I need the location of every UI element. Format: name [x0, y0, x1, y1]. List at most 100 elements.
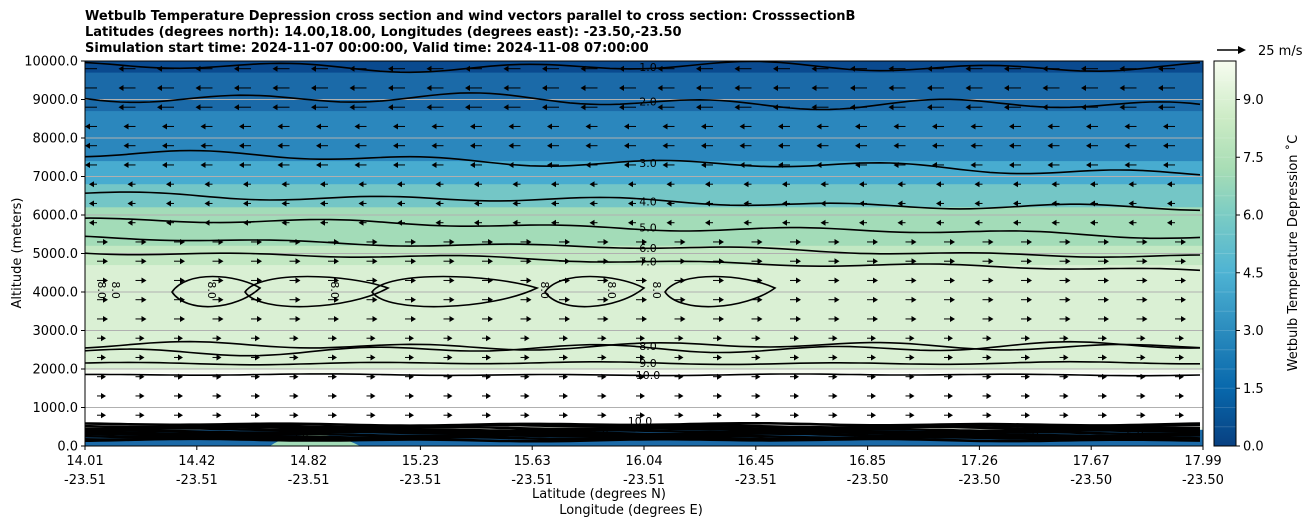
- wind-vector-head: [388, 84, 393, 91]
- wind-vector-head: [696, 84, 701, 91]
- wind-vector-head: [678, 392, 684, 399]
- wind-vector-head: [816, 123, 822, 130]
- wind-vector-head: [897, 219, 903, 226]
- wind-vector-head: [1025, 412, 1030, 419]
- wind-vector-head: [811, 65, 817, 72]
- wind-vector-head: [508, 161, 514, 168]
- x-tick-lat: 17.99: [1184, 454, 1221, 469]
- colorbar-steps: [1214, 79, 1236, 428]
- colorbar-tick-label: 0.0: [1243, 440, 1264, 455]
- wind-vector-head: [204, 181, 210, 188]
- wind-vector-head: [449, 296, 455, 303]
- wind-vector-head: [739, 123, 745, 130]
- wind-vector-head: [512, 200, 518, 207]
- wind-vector-head: [141, 277, 147, 284]
- wind-vector-head: [1051, 219, 1057, 226]
- wind-vector-head: [778, 142, 783, 149]
- wind-vector-head: [734, 84, 740, 91]
- wind-vector-head: [1140, 412, 1146, 419]
- wind-vector-head: [243, 200, 248, 207]
- x-tick-lat: 16.85: [849, 454, 886, 469]
- wind-vector-head: [255, 335, 260, 342]
- wind-vector-head: [603, 315, 609, 322]
- wind-vector-head: [794, 392, 799, 399]
- wind-vector-head: [680, 238, 686, 245]
- wind-vector-head: [334, 277, 339, 284]
- wind-vector-head: [796, 258, 801, 265]
- wind-vector-head: [295, 315, 301, 322]
- wind-vector-head: [1140, 335, 1146, 342]
- wind-vector-head: [162, 142, 167, 149]
- wind-vector-head: [332, 392, 337, 399]
- wind-vector-head: [701, 123, 706, 130]
- wind-vector-head: [281, 219, 287, 226]
- wind-vector-head: [796, 315, 801, 322]
- wind-vector-head: [465, 104, 470, 111]
- contour-label: 8.0: [205, 281, 218, 299]
- wind-vector-head: [316, 123, 321, 130]
- contour-line: [85, 61, 1201, 74]
- wind-vector-head: [526, 296, 532, 303]
- wind-vector-head: [409, 412, 414, 419]
- wind-vector-head: [320, 200, 325, 207]
- wind-vector-head: [1142, 277, 1148, 284]
- wind-vector-head: [811, 104, 817, 111]
- wind-vector-head: [393, 161, 398, 168]
- wind-vector-head: [80, 85, 85, 91]
- wind-vector-head: [89, 219, 94, 226]
- wind-vector-head: [101, 392, 106, 399]
- contour-band: [85, 372, 1203, 427]
- contour-line: [85, 217, 1201, 240]
- wind-vector-head: [166, 200, 171, 207]
- wind-vector-head: [1119, 104, 1125, 111]
- wind-vector-head: [666, 181, 672, 188]
- wind-vector-head: [1051, 200, 1057, 207]
- wind-vector-head: [970, 161, 976, 168]
- wind-vector-head: [1027, 238, 1032, 245]
- wind-vector-head: [970, 142, 976, 149]
- wind-vector-head: [832, 354, 838, 361]
- wind-vector-head: [234, 84, 239, 91]
- wind-vector-head: [551, 219, 556, 226]
- wind-vector-head: [178, 373, 183, 380]
- wind-vector-head: [640, 392, 645, 399]
- wind-vector-head: [200, 161, 206, 168]
- wind-vector-head: [311, 104, 316, 111]
- wind-vector-head: [678, 354, 684, 361]
- wind-vector-head: [118, 84, 124, 91]
- wind-vector-head: [871, 373, 876, 380]
- wind-vector-head: [1063, 354, 1069, 361]
- wind-vector-head: [358, 219, 364, 226]
- contour-label: 4.0: [639, 196, 657, 209]
- wind-vector-head: [1167, 200, 1172, 207]
- wind-vector-head: [1025, 392, 1030, 399]
- wind-vector-head: [796, 238, 801, 245]
- wind-vector-head: [1063, 373, 1069, 380]
- surface-contour-label: 5.0: [291, 427, 309, 440]
- wind-vector-head: [409, 392, 414, 399]
- wind-vector-head: [1009, 161, 1014, 168]
- wind-vector-head: [1179, 392, 1184, 399]
- wind-vector-head: [257, 238, 262, 245]
- wind-vector-head: [1004, 104, 1009, 111]
- wind-vector-head: [1042, 104, 1048, 111]
- wind-vector-head: [757, 315, 763, 322]
- contour-line: [371, 275, 540, 308]
- wind-vector-head: [1104, 277, 1109, 284]
- wind-vector-head: [1140, 392, 1146, 399]
- wind-vector-head: [447, 373, 453, 380]
- surface-contour: [85, 434, 1200, 440]
- wind-vector-head: [101, 335, 106, 342]
- wind-vector-head: [757, 277, 763, 284]
- y-tick-label: 1000.0: [33, 401, 79, 416]
- wind-vector-head: [948, 354, 953, 361]
- wind-vector-head: [1081, 84, 1086, 91]
- wind-vector-head: [474, 181, 479, 188]
- wind-vector-head: [272, 65, 278, 72]
- contour-line: [85, 149, 1201, 176]
- wind-vector-head: [447, 354, 453, 361]
- wind-vector-head: [701, 142, 706, 149]
- wind-vector-head: [488, 315, 493, 322]
- wind-vector-head: [657, 104, 663, 111]
- wind-vector-head: [447, 412, 453, 419]
